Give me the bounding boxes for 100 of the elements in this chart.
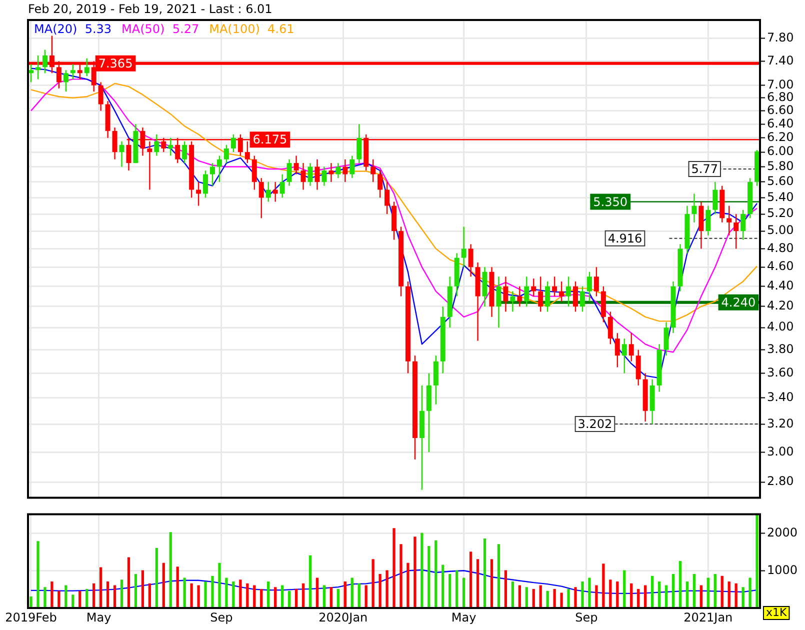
bar	[581, 582, 584, 608]
bar	[742, 587, 744, 608]
ref-line-label: 5.77	[691, 162, 718, 176]
bar	[692, 574, 696, 608]
bar	[434, 540, 438, 608]
bar	[92, 583, 96, 608]
bar	[30, 596, 32, 608]
bar	[574, 587, 577, 608]
y-tick-label: 4.60	[767, 259, 794, 274]
bar	[672, 574, 675, 608]
y-tick-label: 6.20	[767, 130, 794, 144]
bar	[756, 514, 758, 608]
bar	[428, 546, 430, 608]
bar	[386, 570, 388, 608]
bar	[316, 578, 319, 608]
bar	[36, 541, 40, 608]
bar	[560, 592, 563, 608]
bar	[148, 583, 151, 608]
ref-line-label: 5.350	[593, 194, 628, 209]
bar	[64, 585, 68, 608]
bar	[525, 587, 528, 608]
bar	[714, 574, 716, 608]
bar	[378, 574, 382, 608]
y-tick-label: 3.60	[767, 365, 794, 380]
bar	[106, 582, 110, 608]
x-tick-label: 2021Jan	[684, 610, 733, 624]
y-tick-label: 2.80	[767, 474, 794, 488]
bar	[490, 559, 494, 608]
bar	[616, 582, 619, 608]
bar	[462, 578, 466, 608]
y-tick-label: 3.80	[767, 342, 794, 356]
bar	[497, 544, 500, 608]
candlestick	[328, 163, 334, 182]
candlestick	[517, 286, 522, 306]
bar	[330, 587, 332, 608]
y-tick-label: 3.40	[767, 390, 794, 404]
y-tick-label: 7.00	[767, 77, 794, 92]
y-tick-label: 3.00	[767, 444, 794, 458]
bar	[483, 538, 486, 608]
bar	[211, 576, 214, 608]
bar	[155, 548, 158, 608]
bar	[748, 578, 752, 608]
ref-line-label: 4.240	[721, 296, 756, 310]
y-tick-label: 2000	[767, 525, 798, 540]
bar	[518, 585, 521, 608]
bar	[720, 576, 724, 608]
bar	[678, 560, 682, 608]
x-tick-label: Sep	[575, 610, 598, 624]
bar	[414, 536, 416, 608]
ref-line-label: 6.175	[252, 132, 288, 147]
bar	[225, 578, 228, 608]
candlestick	[510, 291, 516, 312]
bar	[469, 552, 472, 608]
candlestick	[692, 194, 697, 222]
candlestick	[272, 182, 278, 202]
y-tick-label: 6.60	[767, 102, 794, 117]
bar	[567, 588, 570, 608]
bar	[218, 562, 221, 608]
bar	[134, 574, 138, 608]
text: MA(20) 5.33	[34, 22, 112, 36]
bar	[372, 559, 374, 608]
bar	[113, 585, 116, 608]
bar	[204, 582, 207, 608]
candlestick	[461, 226, 466, 268]
y-tick-label: 4.20	[767, 298, 794, 313]
bar	[406, 562, 410, 608]
y-tick-label: 4.80	[767, 240, 794, 255]
bar	[664, 585, 668, 608]
y-tick-label: 5.20	[767, 206, 794, 220]
bar	[280, 585, 284, 608]
bar	[511, 582, 514, 608]
bar	[127, 557, 130, 608]
bar	[700, 585, 702, 608]
bar	[706, 578, 710, 608]
ref-line-label: 7.365	[98, 56, 133, 70]
y-tick-label: 3.20	[767, 416, 794, 430]
bar	[364, 585, 368, 608]
bar	[650, 576, 654, 608]
y-tick-label: 6.00	[767, 144, 794, 158]
bar	[728, 582, 730, 608]
bar	[120, 580, 124, 608]
bar	[99, 567, 102, 608]
bar	[302, 583, 305, 608]
bar	[400, 544, 402, 608]
bar	[504, 570, 508, 608]
bar	[595, 585, 598, 608]
bar	[539, 585, 542, 608]
bar	[630, 583, 633, 608]
bar	[246, 583, 249, 608]
x-tick-label: 2020Jan	[318, 610, 368, 624]
y-tick-label: 4.00	[767, 320, 794, 334]
bar	[644, 585, 647, 608]
y-tick-label: 5.00	[767, 223, 794, 238]
bar	[197, 585, 200, 608]
x-tick-label: 2019Feb	[5, 610, 57, 624]
bar	[420, 532, 424, 608]
y-axis-title: x1K	[766, 606, 788, 619]
bar	[442, 564, 444, 608]
y-tick-label: 7.40	[767, 53, 794, 68]
y-tick-label: 7.80	[767, 30, 794, 45]
